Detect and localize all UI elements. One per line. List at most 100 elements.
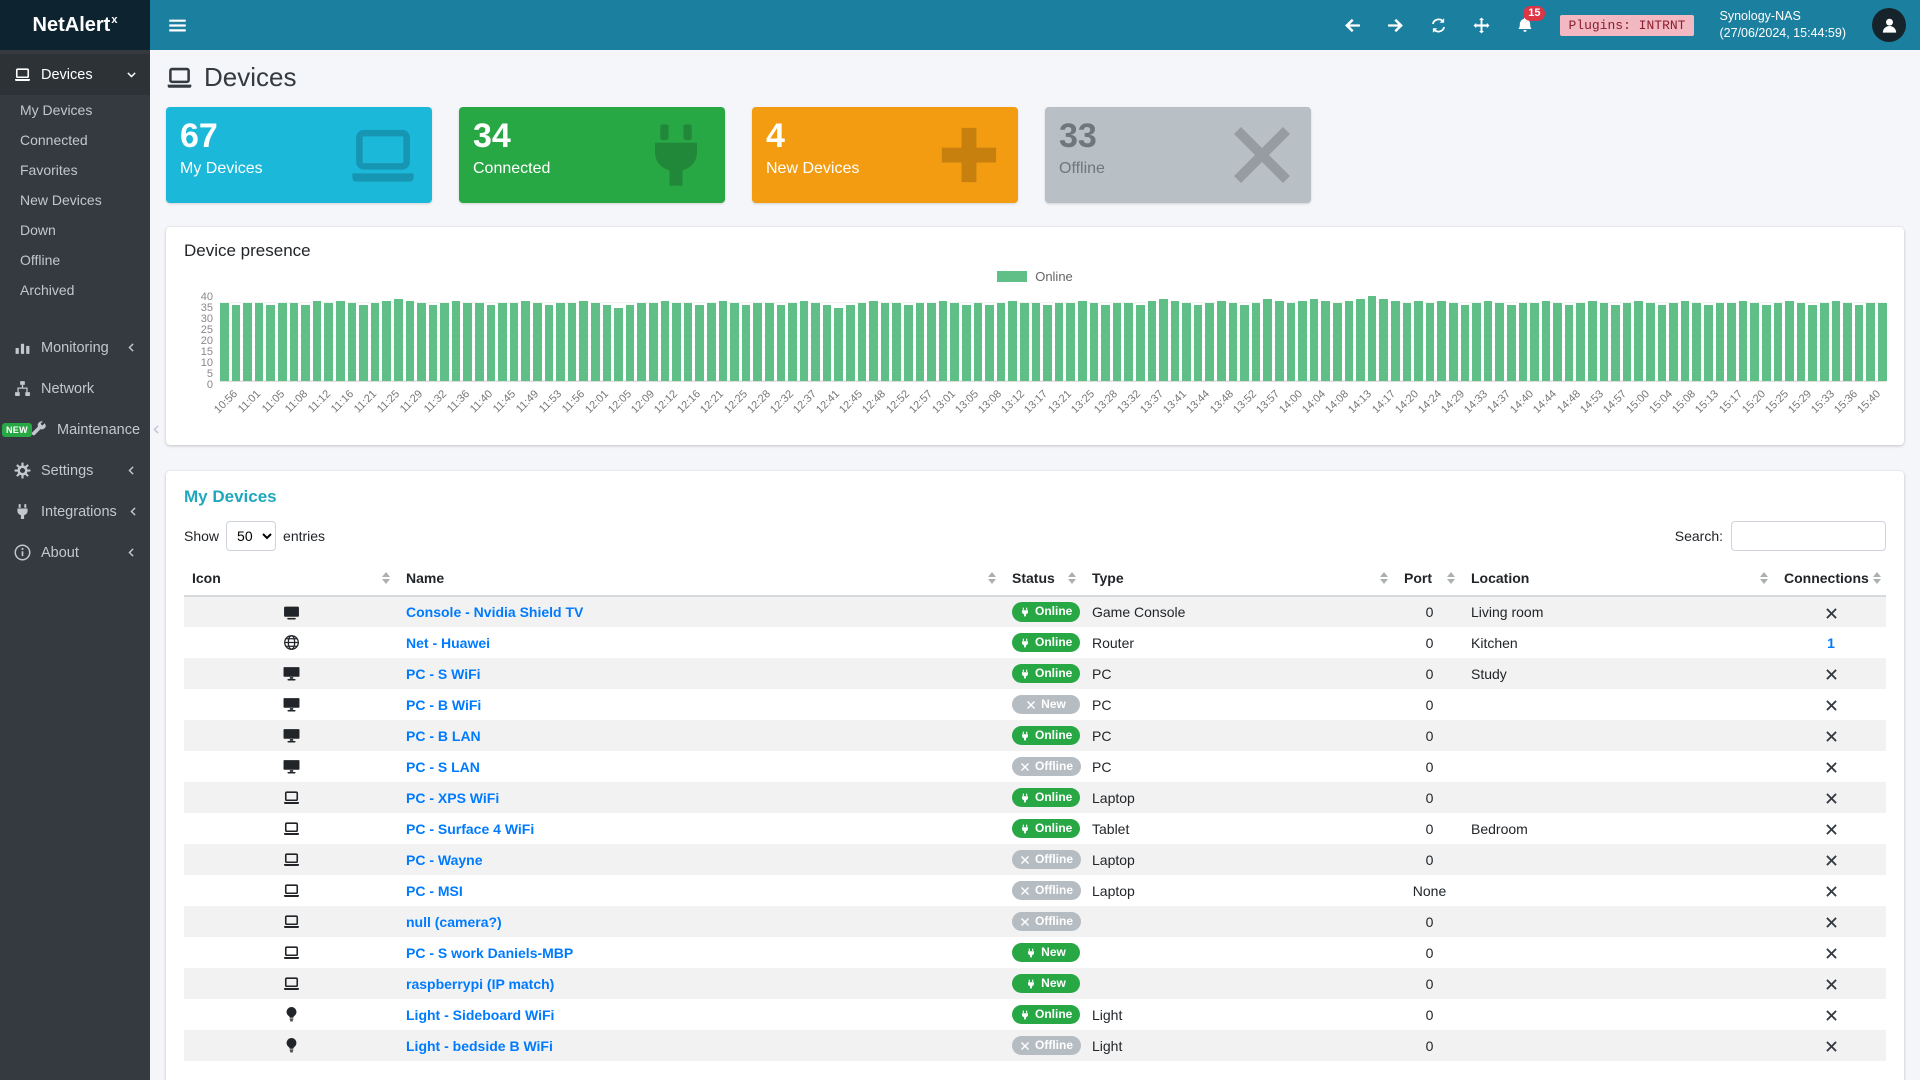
column-header-location[interactable]: Location bbox=[1463, 561, 1776, 597]
device-name-link[interactable]: raspberrypi (IP match) bbox=[406, 975, 555, 992]
column-header-name[interactable]: Name bbox=[398, 561, 1004, 597]
online-bar bbox=[1854, 305, 1864, 381]
stat-card-my-devices[interactable]: 67 My Devices bbox=[166, 107, 432, 203]
device-presence-card: Device presence Online 40 35 30 25 20 15 10 5 0 … bbox=[166, 227, 1904, 445]
device-name-link[interactable]: null (camera?) bbox=[406, 913, 502, 930]
sidebar-item-favorites[interactable]: Favorites bbox=[20, 162, 78, 178]
chart-plot bbox=[220, 292, 1887, 382]
online-bar bbox=[1634, 300, 1644, 381]
online-bar bbox=[1483, 300, 1493, 381]
host-timestamp: (27/06/2024, 15:44:59) bbox=[1719, 26, 1847, 40]
stat-label: My Devices bbox=[180, 160, 263, 178]
chart-legend[interactable]: Online bbox=[184, 269, 1886, 284]
device-row: PC - MSI Offline Laptop None bbox=[184, 875, 1886, 906]
sidebar-item-monitoring[interactable]: Monitoring bbox=[0, 327, 150, 368]
online-bar bbox=[254, 303, 264, 381]
back-arrow-icon[interactable] bbox=[1344, 17, 1361, 34]
online-bar bbox=[1727, 303, 1736, 381]
device-name-link[interactable]: PC - S LAN bbox=[406, 758, 480, 775]
devices-submenu: My Devices Connected Favorites New Devices D… bbox=[0, 95, 150, 305]
device-name-link[interactable]: PC - S WiFi bbox=[406, 665, 481, 682]
online-bar bbox=[1217, 300, 1226, 381]
status-label: Online bbox=[1035, 789, 1073, 804]
sidebar-item-down[interactable]: Down bbox=[20, 222, 56, 238]
sidebar-item-settings[interactable]: Settings bbox=[0, 450, 150, 491]
device-name-link[interactable]: Console - Nvidia Shield TV bbox=[406, 604, 584, 620]
sidebar-item-devices[interactable]: Devices bbox=[0, 54, 150, 95]
sidebar-item-new-devices[interactable]: New Devices bbox=[20, 192, 102, 208]
user-avatar[interactable] bbox=[1872, 8, 1906, 42]
sort-icon bbox=[1068, 572, 1076, 584]
app-logo[interactable]: NetAlert x bbox=[0, 0, 150, 50]
column-label: Connections bbox=[1784, 570, 1869, 586]
device-location: Living room bbox=[1471, 604, 1544, 620]
device-type bbox=[1084, 968, 1396, 999]
sidebar-item-offline[interactable]: Offline bbox=[20, 252, 61, 268]
column-header-port[interactable]: Port bbox=[1396, 561, 1463, 597]
sidebar-item-integrations[interactable]: Integrations bbox=[0, 491, 150, 532]
device-name-link[interactable]: PC - MSI bbox=[406, 882, 463, 899]
device-name-link[interactable]: PC - Wayne bbox=[406, 851, 483, 868]
stat-card-connected[interactable]: 34 Connected bbox=[459, 107, 725, 203]
forward-arrow-icon[interactable] bbox=[1387, 17, 1404, 34]
online-bar bbox=[1460, 305, 1470, 381]
sidebar-item-maintenance[interactable]: NEW Maintenance bbox=[0, 409, 159, 450]
stat-card-new-devices[interactable]: 4 New Devices bbox=[752, 107, 1018, 203]
online-bar bbox=[1669, 303, 1678, 381]
online-bar bbox=[880, 303, 890, 381]
device-name-link[interactable]: PC - B LAN bbox=[406, 727, 481, 744]
column-header-type[interactable]: Type bbox=[1084, 561, 1396, 597]
refresh-icon[interactable] bbox=[1430, 17, 1447, 34]
online-bar bbox=[1379, 298, 1388, 381]
device-name-link[interactable]: Net - Huawei bbox=[406, 634, 491, 651]
online-bar bbox=[1135, 305, 1145, 381]
online-bar bbox=[1031, 303, 1041, 381]
online-bar bbox=[1437, 300, 1446, 381]
column-header-icon[interactable]: Icon bbox=[184, 561, 398, 597]
online-bar bbox=[1333, 303, 1342, 381]
device-name-link[interactable]: PC - S work Daniels-MBP bbox=[406, 944, 574, 961]
entries-select[interactable]: 50 bbox=[226, 521, 277, 551]
devices-table: Icon Name Status Type Port Location Connection… bbox=[184, 561, 1886, 1061]
x-icon bbox=[1020, 855, 1030, 865]
menu-toggle-button[interactable] bbox=[150, 16, 205, 35]
online-bar bbox=[1298, 300, 1307, 381]
sidebar-item-my-devices[interactable]: My Devices bbox=[20, 102, 93, 118]
online-bar bbox=[718, 300, 728, 381]
online-bar bbox=[359, 305, 368, 381]
move-icon[interactable] bbox=[1473, 17, 1490, 34]
device-port: 0 bbox=[1425, 696, 1434, 713]
device-row: Light - bedside B WiFi Offline Light 0 bbox=[184, 1030, 1886, 1061]
connections-link[interactable]: 1 bbox=[1827, 634, 1835, 651]
online-bar bbox=[938, 300, 948, 381]
device-name-link[interactable]: PC - Surface 4 WiFi bbox=[406, 820, 535, 837]
device-name-link[interactable]: PC - XPS WiFi bbox=[406, 789, 500, 806]
sidebar-item-connected[interactable]: Connected bbox=[20, 132, 88, 148]
device-row: PC - S WiFi Online PC 0 Study bbox=[184, 658, 1886, 689]
online-bar bbox=[1541, 300, 1551, 381]
sidebar-sections: Monitoring Network NEW Maintenance Settings I… bbox=[0, 327, 159, 573]
column-header-connections[interactable]: Connections bbox=[1776, 561, 1886, 597]
sidebar-item-about[interactable]: About bbox=[0, 532, 150, 573]
device-name-link[interactable]: Light - bedside B WiFi bbox=[406, 1037, 553, 1054]
device-row: PC - Wayne Offline Laptop 0 bbox=[184, 844, 1886, 875]
info-icon bbox=[14, 544, 31, 561]
device-port: 0 bbox=[1425, 975, 1434, 992]
online-bar bbox=[1402, 303, 1412, 381]
notifications-button[interactable]: 15 bbox=[1516, 6, 1546, 34]
online-bar bbox=[927, 303, 936, 381]
sidebar-item-archived[interactable]: Archived bbox=[20, 282, 75, 298]
stat-card-offline[interactable]: 33 Offline bbox=[1045, 107, 1311, 203]
device-name-link[interactable]: Light - Sideboard WiFi bbox=[406, 1006, 555, 1023]
column-header-status[interactable]: Status bbox=[1004, 561, 1084, 597]
laptop-icon bbox=[348, 120, 418, 190]
sidebar-item-network[interactable]: Network bbox=[0, 368, 150, 409]
search-input[interactable] bbox=[1731, 521, 1886, 551]
status-label: Online bbox=[1035, 665, 1073, 680]
online-bar bbox=[822, 305, 832, 381]
plugins-status-badge[interactable]: Plugins: INTRNT bbox=[1560, 14, 1694, 36]
device-name-link[interactable]: PC - B WiFi bbox=[406, 696, 482, 713]
online-bar bbox=[1750, 303, 1759, 381]
online-bar bbox=[1043, 305, 1052, 381]
online-bar bbox=[405, 300, 415, 381]
